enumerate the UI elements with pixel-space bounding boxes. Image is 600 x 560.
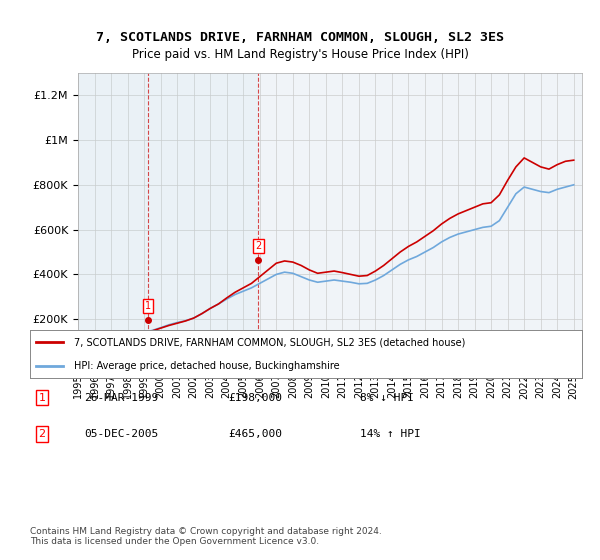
Bar [148, 73, 259, 364]
Text: 1: 1 [38, 393, 46, 403]
Text: £198,000: £198,000 [228, 393, 282, 403]
Text: 2: 2 [38, 429, 46, 439]
Text: 26-MAR-1999: 26-MAR-1999 [84, 393, 158, 403]
Text: Contains HM Land Registry data © Crown copyright and database right 2024.
This d: Contains HM Land Registry data © Crown c… [30, 526, 382, 546]
Text: 8% ↓ HPI: 8% ↓ HPI [360, 393, 414, 403]
Text: 7, SCOTLANDS DRIVE, FARNHAM COMMON, SLOUGH, SL2 3ES: 7, SCOTLANDS DRIVE, FARNHAM COMMON, SLOU… [96, 31, 504, 44]
Text: 7, SCOTLANDS DRIVE, FARNHAM COMMON, SLOUGH, SL2 3ES (detached house): 7, SCOTLANDS DRIVE, FARNHAM COMMON, SLOU… [74, 337, 466, 347]
Text: HPI: Average price, detached house, Buckinghamshire: HPI: Average price, detached house, Buck… [74, 361, 340, 371]
Text: 14% ↑ HPI: 14% ↑ HPI [360, 429, 421, 439]
Text: 1: 1 [145, 301, 151, 311]
Text: Price paid vs. HM Land Registry's House Price Index (HPI): Price paid vs. HM Land Registry's House … [131, 48, 469, 60]
Text: 05-DEC-2005: 05-DEC-2005 [84, 429, 158, 439]
Text: 2: 2 [256, 241, 262, 251]
Text: £465,000: £465,000 [228, 429, 282, 439]
Bar [78, 73, 148, 364]
